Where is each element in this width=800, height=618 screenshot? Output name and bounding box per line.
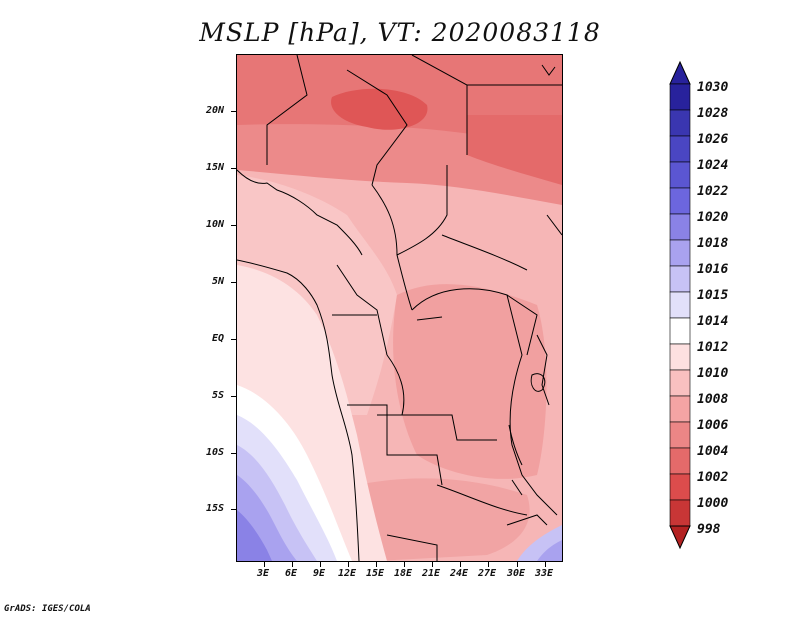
colorbar-segment [669, 161, 691, 189]
lat-label-10n: 10N [206, 219, 225, 230]
pressure-field-1018-southeast [537, 540, 562, 561]
colorbar-segment [669, 499, 691, 527]
lon-tick [404, 562, 405, 567]
lat-label-5s: 5S [212, 390, 225, 401]
colorbar-label: 1024 [697, 158, 729, 173]
pressure-field-1020 [237, 510, 272, 561]
colorbar-label: 1022 [697, 184, 729, 199]
lon-tick [488, 562, 489, 567]
lon-tick [460, 562, 461, 567]
pressure-map-canvas [237, 55, 562, 561]
pressure-field-1008-south [355, 478, 530, 561]
pressure-field-1008-basin [393, 284, 547, 479]
lat-tick [231, 339, 236, 340]
lake-outlines [416, 316, 546, 496]
lat-label-10s: 10S [206, 447, 225, 458]
lon-label-18e: 18E [394, 568, 413, 579]
colorbar-segment [669, 447, 691, 475]
lon-label-27e: 27E [478, 568, 497, 579]
colorbar-label: 1030 [697, 80, 729, 95]
colorbar-segment [669, 187, 691, 215]
colorbar-segment [669, 109, 691, 137]
colorbar-label: 1016 [697, 262, 729, 277]
colorbar-label: 1015 [697, 288, 729, 303]
colorbar-segment [669, 291, 691, 319]
lon-tick [517, 562, 518, 567]
lon-label-21e: 21E [422, 568, 441, 579]
colorbar-segment [669, 135, 691, 163]
lon-tick [320, 562, 321, 567]
colorbar-label: 1020 [697, 210, 729, 225]
colorbar-label: 1026 [697, 132, 729, 147]
colorbar-label: 1004 [697, 444, 729, 459]
lon-label-30e: 30E [507, 568, 526, 579]
lat-label-5n: 5N [212, 276, 225, 287]
lat-tick [231, 396, 236, 397]
pressure-map [236, 54, 563, 562]
colorbar-label: 1012 [697, 340, 729, 355]
lat-label-15n: 15N [206, 162, 225, 173]
colorbar-segment [669, 343, 691, 371]
lat-tick [231, 282, 236, 283]
lon-label-12e: 12E [338, 568, 357, 579]
lon-tick [545, 562, 546, 567]
colorbar-segment [669, 473, 691, 501]
colorbar-segment [669, 395, 691, 423]
lon-label-9e: 9E [313, 568, 326, 579]
lat-label-15s: 15S [206, 503, 225, 514]
lon-label-6e: 6E [285, 568, 298, 579]
colorbar-segment [669, 83, 691, 111]
lat-label-20n: 20N [206, 105, 225, 116]
colorbar-top-arrow [669, 60, 691, 85]
colorbar-segment [669, 317, 691, 345]
colorbar-segment [669, 239, 691, 267]
lon-tick [264, 562, 265, 567]
colorbar-label: 1010 [697, 366, 729, 381]
lon-tick [376, 562, 377, 567]
colorbar-segment [669, 369, 691, 397]
lon-tick [292, 562, 293, 567]
colorbar [669, 60, 691, 550]
lon-label-33e: 33E [535, 568, 554, 579]
colorbar-label: 1000 [697, 496, 729, 511]
country-borders [237, 55, 562, 561]
colorbar-bottom-arrow [669, 525, 691, 550]
colorbar-label: 1028 [697, 106, 729, 121]
colorbar-label: 1002 [697, 470, 729, 485]
colorbar-label: 1006 [697, 418, 729, 433]
colorbar-label: 998 [697, 522, 721, 537]
colorbar-label: 1018 [697, 236, 729, 251]
colorbar-segment [669, 213, 691, 241]
lon-tick [348, 562, 349, 567]
lon-label-24e: 24E [450, 568, 469, 579]
colorbar-label: 1008 [697, 392, 729, 407]
colorbar-segment [669, 265, 691, 293]
colorbar-segment [669, 421, 691, 449]
pressure-field-1004-east [467, 115, 562, 185]
lon-tick [432, 562, 433, 567]
lat-label-eq: EQ [212, 333, 225, 344]
lat-tick [231, 225, 236, 226]
credit-footer: GrADS: IGES/COLA [4, 604, 91, 614]
colorbar-label: 1014 [697, 314, 729, 329]
lat-tick [231, 509, 236, 510]
lat-tick [231, 111, 236, 112]
lat-tick [231, 453, 236, 454]
lon-label-3e: 3E [257, 568, 270, 579]
lon-label-15e: 15E [366, 568, 385, 579]
lat-tick [231, 168, 236, 169]
map-title: MSLP [hPa], VT: 2020083118 [199, 18, 601, 47]
